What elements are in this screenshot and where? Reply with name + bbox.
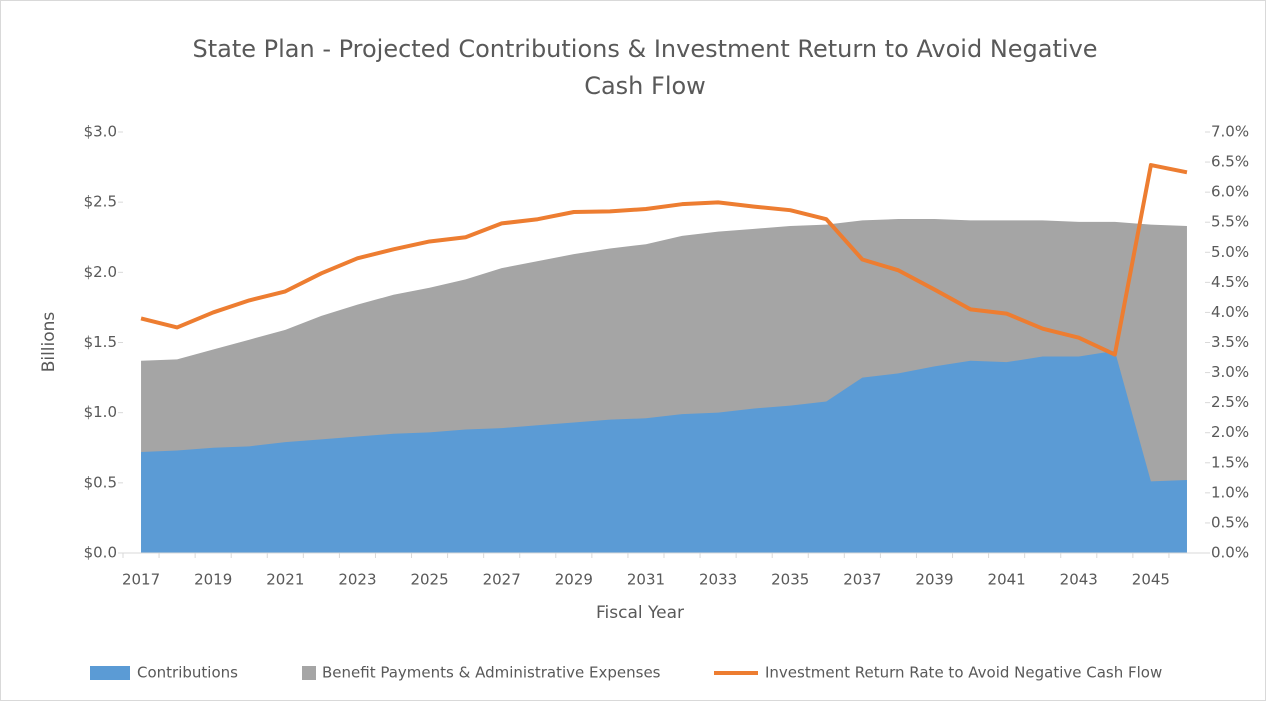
x-tick-label: 2031 <box>627 571 665 589</box>
y-tick-label: $3.0 <box>84 123 117 141</box>
x-tick-label: 2035 <box>771 571 809 589</box>
y2-tick-label: 3.0% <box>1211 363 1249 381</box>
y2-tick-label: 5.0% <box>1211 243 1249 261</box>
y2-tick-label: 2.0% <box>1211 423 1249 441</box>
y2-tick-label: 1.0% <box>1211 483 1249 501</box>
chart-title: State Plan - Projected Contributions & I… <box>192 35 1097 63</box>
chart-title: Cash Flow <box>584 72 706 100</box>
y2-tick-label: 6.5% <box>1211 153 1249 171</box>
x-tick-label: 2019 <box>194 571 232 589</box>
y2-tick-label: 6.0% <box>1211 183 1249 201</box>
y2-tick-label: 4.0% <box>1211 303 1249 321</box>
legend-swatch <box>90 666 130 680</box>
x-axis-label: Fiscal Year <box>596 603 684 623</box>
x-tick-label: 2021 <box>266 571 304 589</box>
legend-label: Contributions <box>137 664 238 682</box>
x-tick-label: 2027 <box>483 571 521 589</box>
x-tick-label: 2037 <box>843 571 881 589</box>
y-axis-label: Billions <box>39 312 59 373</box>
y2-tick-label: 0.0% <box>1211 544 1249 562</box>
y-tick-label: $1.5 <box>84 333 117 351</box>
y-tick-label: $2.0 <box>84 263 117 281</box>
x-tick-label: 2045 <box>1132 571 1170 589</box>
y2-tick-label: 5.5% <box>1211 213 1249 231</box>
x-tick-label: 2025 <box>410 571 448 589</box>
y-tick-label: $0.0 <box>84 544 117 562</box>
legend-label: Investment Return Rate to Avoid Negative… <box>765 664 1162 682</box>
x-tick-label: 2043 <box>1060 571 1098 589</box>
legend-swatch <box>302 666 316 680</box>
x-tick-label: 2039 <box>915 571 953 589</box>
y-tick-label: $1.0 <box>84 403 117 421</box>
x-tick-label: 2033 <box>699 571 737 589</box>
y2-tick-label: 4.5% <box>1211 273 1249 291</box>
y-tick-label: $0.5 <box>84 473 117 491</box>
y2-tick-label: 1.5% <box>1211 453 1249 471</box>
x-tick-label: 2023 <box>338 571 376 589</box>
x-tick-label: 2029 <box>555 571 593 589</box>
line <box>140 163 1188 357</box>
y2-tick-label: 0.5% <box>1211 513 1249 531</box>
y2-tick-label: 3.5% <box>1211 333 1249 351</box>
area <box>141 350 1187 553</box>
y2-tick-label: 7.0% <box>1211 123 1249 141</box>
x-tick-label: 2017 <box>122 571 160 589</box>
legend-label: Benefit Payments & Administrative Expens… <box>322 664 661 682</box>
y2-tick-label: 2.5% <box>1211 393 1249 411</box>
x-tick-label: 2041 <box>988 571 1026 589</box>
y-tick-label: $2.5 <box>84 193 117 211</box>
